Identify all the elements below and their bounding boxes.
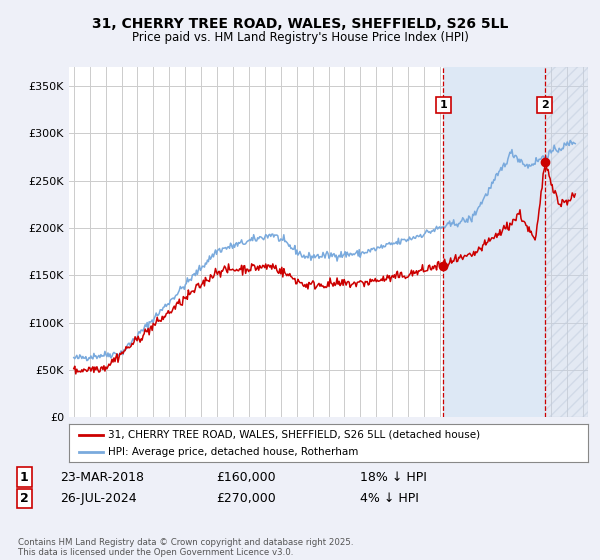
Text: 2: 2 (20, 492, 28, 505)
Text: Contains HM Land Registry data © Crown copyright and database right 2025.
This d: Contains HM Land Registry data © Crown c… (18, 538, 353, 557)
Text: 1: 1 (20, 470, 28, 484)
Bar (443, 67, 545, 417)
Text: 26-JUL-2024: 26-JUL-2024 (60, 492, 137, 505)
Text: 31, CHERRY TREE ROAD, WALES, SHEFFIELD, S26 5LL (detached house): 31, CHERRY TREE ROAD, WALES, SHEFFIELD, … (108, 430, 480, 440)
Bar (545, 67, 588, 417)
Text: £160,000: £160,000 (216, 470, 275, 484)
Text: 18% ↓ HPI: 18% ↓ HPI (360, 470, 427, 484)
Text: 31, CHERRY TREE ROAD, WALES, SHEFFIELD, S26 5LL: 31, CHERRY TREE ROAD, WALES, SHEFFIELD, … (92, 17, 508, 31)
Text: 1: 1 (440, 100, 448, 110)
Text: Price paid vs. HM Land Registry's House Price Index (HPI): Price paid vs. HM Land Registry's House … (131, 31, 469, 44)
Text: 2: 2 (541, 100, 548, 110)
Text: 4% ↓ HPI: 4% ↓ HPI (360, 492, 419, 505)
Text: HPI: Average price, detached house, Rotherham: HPI: Average price, detached house, Roth… (108, 447, 358, 458)
Text: £270,000: £270,000 (216, 492, 276, 505)
Text: 23-MAR-2018: 23-MAR-2018 (60, 470, 144, 484)
